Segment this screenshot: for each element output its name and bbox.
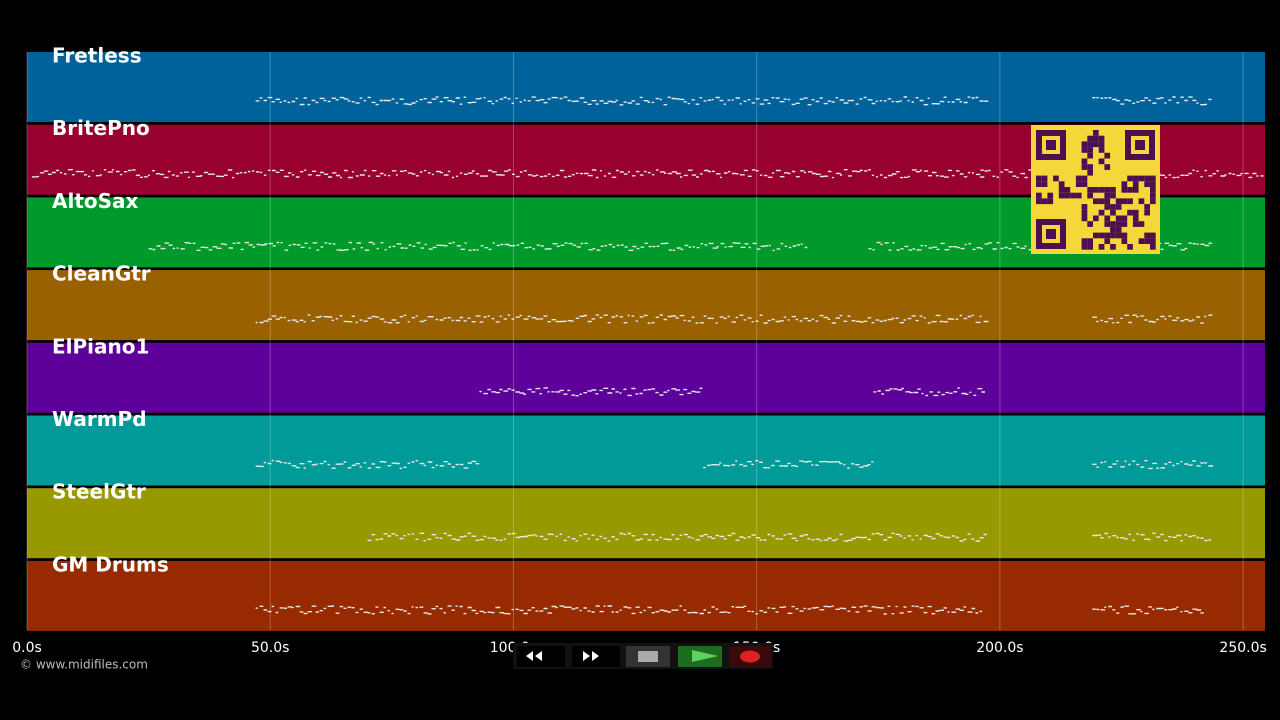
note-run: [255, 96, 989, 106]
track-lane: [27, 488, 1265, 559]
transport: [513, 643, 773, 669]
note-run: [31, 169, 985, 179]
play-button[interactable]: [678, 646, 722, 667]
stop-button[interactable]: [626, 646, 670, 667]
note-run: [1092, 532, 1212, 542]
forward-button[interactable]: [572, 646, 620, 667]
note-run: [1092, 96, 1212, 106]
track-name: GM Drums: [52, 552, 169, 576]
note-run: [255, 605, 369, 615]
note-run: [255, 314, 989, 324]
note-run: [148, 241, 808, 252]
note-run: [255, 459, 480, 469]
note-run: [703, 460, 874, 469]
track-name: BritePno: [52, 116, 150, 140]
note-run: [873, 387, 985, 397]
x-tick-label: 200.0s: [976, 640, 1023, 656]
track-name: CleanGtr: [52, 262, 151, 286]
track-lane: [27, 342, 1265, 413]
track-name: Fretless: [52, 44, 142, 68]
track-name: WarmPd: [52, 407, 147, 431]
track-lane: [27, 560, 1265, 631]
rewind-button[interactable]: [517, 646, 565, 667]
record-button[interactable]: [729, 646, 771, 667]
note-run: [1092, 460, 1214, 470]
track-lane: [27, 270, 1265, 341]
x-tick-label: 50.0s: [251, 640, 289, 656]
note-run: [479, 387, 703, 397]
note-run: [1092, 605, 1204, 615]
note-run: [1092, 314, 1213, 324]
x-tick-label: 0.0s: [12, 640, 42, 656]
track-lane: [27, 415, 1265, 486]
credit: © www.midifiles.com: [20, 658, 148, 672]
note-run: [367, 532, 987, 542]
note-run: [367, 605, 983, 615]
qr-code: [1031, 125, 1160, 254]
x-tick-label: 250.0s: [1219, 640, 1266, 656]
track-lane: [27, 52, 1265, 122]
track-name: SteelGtr: [52, 480, 146, 504]
track-name: ElPiano1: [52, 334, 149, 358]
track-name: AltoSax: [52, 189, 139, 213]
